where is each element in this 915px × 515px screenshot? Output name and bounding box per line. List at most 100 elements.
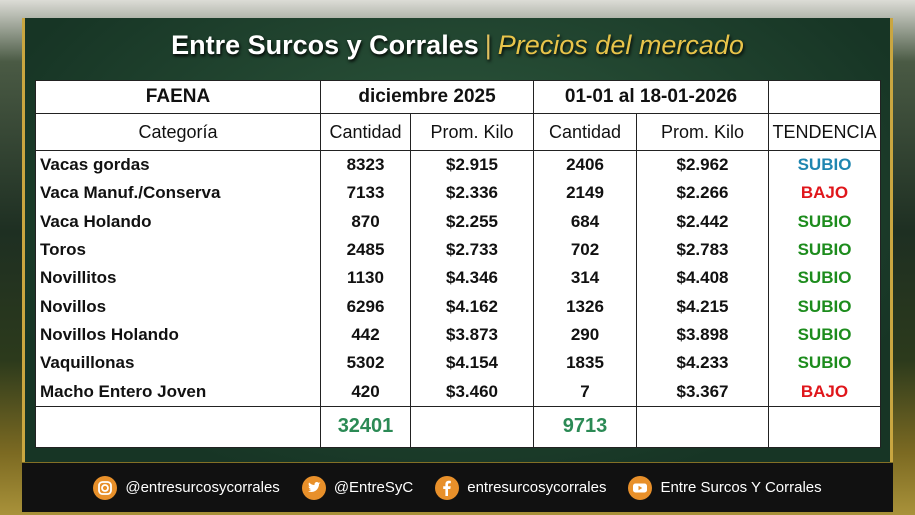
- cell: $4.408: [636, 264, 769, 293]
- facebook-handle: entresurcosycorrales: [467, 479, 607, 496]
- category: Novillitos: [35, 264, 321, 293]
- instagram-handle: @entresurcosycorrales: [125, 479, 280, 496]
- trend: SUBIO: [768, 150, 881, 180]
- cell: $3.367: [636, 377, 769, 407]
- cell: 1835: [533, 349, 637, 378]
- facebook[interactable]: entresurcosycorrales: [435, 475, 607, 500]
- facebook-icon: [435, 475, 460, 500]
- title-bar: Entre Surcos y Corrales | Precios del merc…: [0, 30, 915, 61]
- cell: $4.162: [410, 292, 534, 321]
- trend: SUBIO: [768, 207, 881, 236]
- column-header: Cantidad: [320, 113, 411, 151]
- cell: $2.783: [636, 235, 769, 265]
- cell: 5302: [320, 349, 411, 378]
- trend: SUBIO: [768, 235, 881, 265]
- cell: $4.346: [410, 264, 534, 293]
- cell: $3.898: [636, 320, 769, 350]
- total: 32401: [320, 405, 411, 448]
- data-row: Macho Entero Joven 420 $3.460 7 $3.367 BAJO: [35, 377, 881, 407]
- cell: $2.915: [410, 150, 534, 180]
- column-header: Prom. Kilo: [410, 113, 534, 151]
- instagram-icon: [93, 475, 118, 500]
- empty-cell: [768, 405, 881, 448]
- group-header: diciembre 2025: [320, 80, 534, 114]
- twitter[interactable]: @EntreSyC: [301, 475, 414, 500]
- cell: $3.460: [410, 377, 534, 407]
- cell: $4.154: [410, 349, 534, 378]
- category: Vaca Holando: [35, 207, 321, 236]
- empty-cell: [636, 405, 769, 448]
- column-header: Categoría: [35, 113, 321, 151]
- youtube-icon: [628, 475, 653, 500]
- empty-cell: [410, 405, 534, 448]
- group-header: FAENA: [35, 80, 321, 114]
- data-row: Toros 2485 $2.733 702 $2.783 SUBIO: [35, 235, 881, 265]
- youtube[interactable]: Entre Surcos Y Corrales: [628, 475, 822, 500]
- cell: 870: [320, 207, 411, 236]
- column-header-row: Categoría Cantidad Prom. Kilo Cantidad Prom.…: [35, 113, 881, 151]
- trend: SUBIO: [768, 349, 881, 378]
- category: Macho Entero Joven: [35, 377, 321, 407]
- data-row: Novillos Holando 442 $3.873 290 $3.898 SUBIO: [35, 320, 881, 350]
- instagram[interactable]: @entresurcosycorrales: [93, 475, 280, 500]
- trend: BAJO: [768, 179, 881, 208]
- cell: $2.733: [410, 235, 534, 265]
- twitter-handle: @EntreSyC: [333, 479, 414, 496]
- twitter-icon: [301, 475, 326, 500]
- footer: @entresurcosycorrales @EntreSyC entresur…: [22, 463, 893, 512]
- data-row: Novillos 6296 $4.162 1326 $4.215 SUBIO: [35, 292, 881, 321]
- empty-cell: [768, 80, 881, 114]
- category: Toros: [35, 235, 321, 265]
- data-row: Vacas gordas 8323 $2.915 2406 $2.962 SUBIO: [35, 150, 881, 180]
- cell: 2485: [320, 235, 411, 265]
- category: Vaquillonas: [35, 349, 321, 378]
- cell: 684: [533, 207, 637, 236]
- trend: SUBIO: [768, 264, 881, 293]
- column-header: TENDENCIA: [768, 113, 881, 151]
- trend: BAJO: [768, 377, 881, 407]
- price-table: FAENA diciembre 2025 01-01 al 18-01-2026 Ca…: [35, 80, 881, 448]
- cell: 8323: [320, 150, 411, 180]
- empty-cell: [35, 405, 321, 448]
- cell: 7: [533, 377, 637, 407]
- subtitle: Precios del mercado: [497, 30, 744, 60]
- cell: $2.266: [636, 179, 769, 208]
- column-header: Cantidad: [533, 113, 637, 151]
- cell: 290: [533, 320, 637, 350]
- totals-row: 32401 9713: [35, 405, 881, 448]
- cell: 314: [533, 264, 637, 293]
- category: Vacas gordas: [35, 150, 321, 180]
- group-header-row: FAENA diciembre 2025 01-01 al 18-01-2026: [35, 80, 881, 114]
- cell: 2149: [533, 179, 637, 208]
- data-row: Novillitos 1130 $4.346 314 $4.408 SUBIO: [35, 264, 881, 293]
- data-row: Vaca Holando 870 $2.255 684 $2.442 SUBIO: [35, 207, 881, 236]
- title: Entre Surcos y Corrales: [171, 30, 479, 60]
- cell: 2406: [533, 150, 637, 180]
- column-header: Prom. Kilo: [636, 113, 769, 151]
- cell: $2.442: [636, 207, 769, 236]
- cell: 6296: [320, 292, 411, 321]
- category: Novillos: [35, 292, 321, 321]
- youtube-channel: Entre Surcos Y Corrales: [660, 479, 822, 496]
- data-row: Vaca Manuf./Conserva 7133 $2.336 2149 $2.266…: [35, 179, 881, 208]
- cell: $3.873: [410, 320, 534, 350]
- cell: $4.233: [636, 349, 769, 378]
- total: 9713: [533, 405, 637, 448]
- trend: SUBIO: [768, 320, 881, 350]
- cell: 1326: [533, 292, 637, 321]
- trend: SUBIO: [768, 292, 881, 321]
- category: Novillos Holando: [35, 320, 321, 350]
- data-row: Vaquillonas 5302 $4.154 1835 $4.233 SUBIO: [35, 349, 881, 378]
- cell: 7133: [320, 179, 411, 208]
- cell: $2.255: [410, 207, 534, 236]
- cell: $2.962: [636, 150, 769, 180]
- group-header: 01-01 al 18-01-2026: [533, 80, 769, 114]
- separator: |: [484, 30, 492, 60]
- cell: 420: [320, 377, 411, 407]
- cell: 1130: [320, 264, 411, 293]
- category: Vaca Manuf./Conserva: [35, 179, 321, 208]
- cell: $2.336: [410, 179, 534, 208]
- cell: $4.215: [636, 292, 769, 321]
- cell: 442: [320, 320, 411, 350]
